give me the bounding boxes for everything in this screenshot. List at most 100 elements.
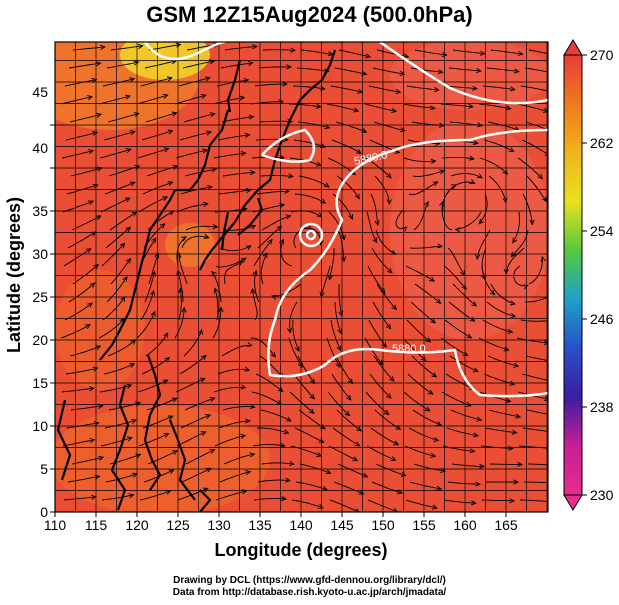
streamline-arrow xyxy=(131,418,137,424)
streamline xyxy=(105,473,138,483)
streamline xyxy=(64,79,97,87)
streamline-arrow xyxy=(202,201,209,207)
streamline xyxy=(334,301,342,334)
streamline xyxy=(293,373,315,400)
streamline xyxy=(516,337,548,344)
streamline-arrow xyxy=(245,187,252,194)
streamline xyxy=(406,319,431,343)
streamline xyxy=(219,245,251,252)
streamline-arrow xyxy=(290,47,297,53)
streamline-arrow xyxy=(353,107,360,113)
streamline-arrow xyxy=(84,324,91,330)
streamline xyxy=(407,373,434,395)
contour-label-south: 5880.0 xyxy=(392,343,426,355)
streamline-arrow xyxy=(95,61,102,67)
colorbar-label: 230 xyxy=(590,487,614,503)
streamline xyxy=(257,427,289,434)
streamline-arrow xyxy=(543,339,548,346)
streamline xyxy=(62,200,94,213)
streamline-arrow xyxy=(128,493,135,499)
streamline xyxy=(72,46,105,51)
streamline xyxy=(216,79,249,87)
streamline-arrow xyxy=(278,99,284,105)
y-axis: 0 5 10 15 20 25 30 35 40 45 Latitude (de… xyxy=(4,84,48,520)
streamline xyxy=(174,94,206,105)
streamline xyxy=(414,283,441,304)
x-axis: 110 115 120 125 130 135 140 145 150 155 … xyxy=(44,517,518,560)
streamline xyxy=(373,355,395,382)
streamline xyxy=(224,46,257,51)
streamline xyxy=(528,256,543,285)
streamline-arrow xyxy=(517,461,524,468)
streamline-arrow xyxy=(479,50,486,56)
streamline xyxy=(60,96,93,105)
streamline-arrow xyxy=(131,211,138,217)
streamline-arrow xyxy=(479,463,485,469)
streamline xyxy=(288,103,321,108)
streamline-arrow xyxy=(239,95,246,101)
streamline xyxy=(146,165,178,177)
streamline xyxy=(214,435,246,447)
streamline-arrow xyxy=(509,380,516,386)
streamline-arrow xyxy=(95,345,102,351)
streamline-arrow xyxy=(241,489,248,495)
streamline xyxy=(364,337,383,365)
streamline xyxy=(221,344,252,357)
streamline-arrow xyxy=(100,44,106,50)
streamline-arrow xyxy=(513,68,520,74)
streamline xyxy=(252,288,258,321)
streamline xyxy=(65,367,98,375)
streamline xyxy=(148,43,181,51)
streamline xyxy=(141,357,170,375)
streamline-arrow xyxy=(551,294,556,298)
streamline xyxy=(336,175,360,199)
streamline xyxy=(524,67,548,73)
streamline xyxy=(450,173,483,179)
streamline-arrow xyxy=(88,200,95,206)
streamline xyxy=(525,121,548,131)
streamline-arrow xyxy=(508,147,515,153)
streamline-arrow xyxy=(475,481,481,487)
streamline xyxy=(527,463,548,466)
x-tick-label: 150 xyxy=(371,517,395,533)
streamline xyxy=(222,406,255,411)
streamline-arrow xyxy=(92,366,99,372)
streamline xyxy=(296,67,329,72)
streamline-arrow xyxy=(474,254,481,261)
streamline-arrow xyxy=(469,179,476,184)
streamline-arrow xyxy=(424,406,431,412)
streamline xyxy=(370,193,379,226)
streamline xyxy=(528,49,548,55)
x-tick-label: 140 xyxy=(289,517,313,533)
streamline-arrow xyxy=(361,70,368,76)
streamline-arrow xyxy=(510,313,517,319)
streamline-arrow xyxy=(324,124,331,130)
streamline xyxy=(486,67,519,73)
streamline-arrow xyxy=(288,460,295,467)
streamline-arrow xyxy=(550,430,555,434)
streamline-arrow xyxy=(96,112,103,118)
streamline-arrow xyxy=(87,95,94,101)
streamline-arrow xyxy=(212,224,219,230)
streamline xyxy=(260,175,293,177)
streamline-arrow xyxy=(245,418,252,424)
streamline-arrow xyxy=(271,294,278,300)
streamline xyxy=(176,431,206,447)
streamline xyxy=(145,112,177,123)
x-tick-label: 110 xyxy=(44,517,67,533)
streamline xyxy=(410,67,443,73)
streamline-arrow xyxy=(468,155,475,161)
streamline-arrow xyxy=(433,436,440,442)
streamline xyxy=(257,226,282,249)
streamline-arrow xyxy=(286,64,293,70)
streamline-arrow xyxy=(88,386,95,392)
streamline-arrow xyxy=(209,59,216,65)
streamline-arrow xyxy=(164,356,171,363)
warm-region-south xyxy=(55,405,270,512)
streamline-arrow xyxy=(540,255,546,262)
streamline-arrow xyxy=(471,301,477,307)
streamline xyxy=(250,337,276,358)
x-tick-label: 130 xyxy=(207,517,231,533)
streamline-arrow xyxy=(441,51,448,58)
y-tick-label: 10 xyxy=(32,418,48,434)
